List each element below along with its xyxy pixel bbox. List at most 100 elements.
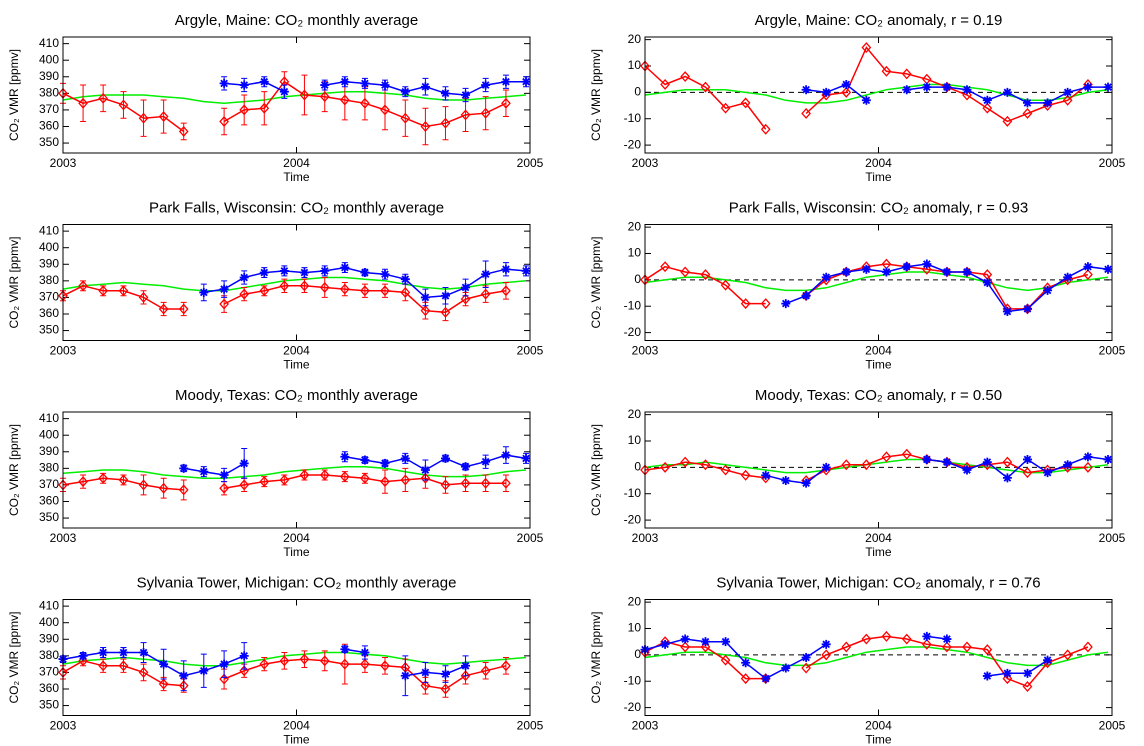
x-axis-label: Time — [865, 733, 892, 746]
asterisk-marker — [781, 663, 791, 673]
error-bar — [381, 657, 388, 675]
asterisk-marker — [861, 264, 871, 274]
asterisk-marker — [700, 637, 710, 647]
error-bar — [160, 477, 167, 499]
error-bar — [261, 91, 268, 126]
asterisk-marker — [1022, 668, 1032, 678]
y-tick-label: 10 — [628, 621, 642, 635]
error-bar — [221, 295, 228, 313]
x-tick-label: 2004 — [865, 719, 892, 733]
chart-title: Moody, Texas: CO₂ anomaly, r = 0.50 — [755, 387, 1002, 404]
diamond-marker — [380, 476, 390, 488]
diamond-marker — [118, 474, 129, 486]
asterisk-marker — [440, 88, 450, 98]
y-tick-label: 20 — [628, 219, 642, 233]
y-tick-label: -20 — [624, 700, 642, 714]
diamond-marker — [339, 471, 350, 483]
asterisk-marker — [420, 667, 430, 677]
asterisk-marker — [1002, 87, 1012, 97]
error-bar — [301, 650, 308, 668]
x-tick-label: 2003 — [50, 344, 77, 358]
y-tick-label: 370 — [39, 477, 59, 491]
asterisk-marker — [680, 634, 690, 644]
diamond-marker — [118, 99, 129, 111]
diamond-marker — [700, 459, 711, 471]
asterisk-marker — [660, 639, 670, 649]
diamond-marker — [219, 116, 229, 127]
error-bar — [482, 661, 489, 680]
error-bar — [442, 106, 449, 141]
diamond-marker — [138, 112, 149, 124]
y-axis-label: CO₂ VMR [ppmv] — [7, 236, 21, 328]
asterisk-marker — [902, 262, 912, 272]
x-tick-label: 2005 — [517, 719, 544, 733]
diamond-marker — [740, 97, 751, 109]
diamond-marker — [760, 298, 771, 310]
chart-title: Argyle, Maine: CO₂ anomaly, r = 0.19 — [755, 12, 1003, 29]
plot-frame — [62, 224, 531, 341]
asterisk-marker — [320, 80, 330, 90]
y-tick-label: 380 — [39, 86, 59, 100]
diamond-marker — [1083, 461, 1093, 473]
x-tick-label: 2004 — [283, 156, 310, 170]
error-bar — [180, 122, 187, 141]
asterisk-marker — [982, 278, 992, 287]
x-axis-label: Time — [283, 170, 310, 184]
diamond-marker — [501, 97, 511, 109]
asterisk-marker — [521, 77, 531, 87]
asterisk-marker — [440, 453, 450, 463]
error-bar — [321, 650, 328, 672]
diamond-marker — [138, 479, 149, 491]
diamond-marker — [78, 476, 88, 488]
diamond-marker — [881, 65, 892, 77]
asterisk-marker — [501, 77, 511, 87]
asterisk-marker — [1103, 82, 1113, 92]
asterisk-marker — [1022, 454, 1032, 464]
error-bar — [301, 74, 308, 116]
asterisk-marker — [199, 287, 209, 297]
error-bar — [402, 99, 409, 137]
diamond-marker — [178, 484, 189, 496]
y-tick-label: 20 — [628, 594, 642, 608]
diamond-marker — [1022, 107, 1033, 119]
asterisk-marker — [1022, 304, 1032, 314]
plot-frame — [62, 36, 531, 154]
y-tick-label: 0 — [634, 460, 641, 474]
y-tick-label: 380 — [39, 461, 59, 475]
y-axis-label: CO₂ VMR [ppmv] — [7, 424, 21, 516]
x-tick-label: 2003 — [632, 531, 659, 545]
error-bar — [482, 474, 489, 493]
diamond-marker — [1083, 641, 1093, 653]
asterisk-marker — [420, 82, 430, 92]
diamond-marker — [1022, 467, 1033, 479]
x-axis-label: Time — [865, 545, 892, 559]
asterisk-marker — [821, 462, 831, 472]
diamond-marker — [420, 680, 431, 692]
asterisk-marker — [380, 80, 390, 90]
error-bar — [100, 84, 107, 113]
y-tick-label: 360 — [39, 681, 59, 695]
diamond-marker — [259, 476, 270, 488]
diamond-marker — [1002, 673, 1013, 685]
diamond-marker — [279, 474, 290, 486]
diamond-marker — [760, 123, 771, 135]
asterisk-marker — [239, 458, 249, 468]
y-tick-label: 390 — [39, 69, 59, 83]
x-axis-label: Time — [865, 358, 892, 372]
diamond-marker — [78, 280, 88, 292]
asterisk-marker — [400, 671, 410, 681]
asterisk-marker — [440, 669, 450, 679]
diamond-marker — [78, 97, 88, 109]
diamond-marker — [1022, 681, 1033, 692]
diamond-marker — [460, 670, 471, 682]
y-tick-label: 350 — [39, 698, 59, 712]
asterisk-marker — [1043, 285, 1053, 295]
diamond-marker — [440, 117, 451, 129]
diamond-marker — [339, 283, 350, 295]
asterisk-marker — [259, 77, 269, 87]
diamond-marker — [901, 68, 912, 80]
diamond-marker — [501, 660, 511, 672]
y-tick-label: 350 — [39, 323, 59, 337]
asterisk-marker — [1063, 87, 1073, 97]
y-tick-label: 0 — [634, 85, 641, 99]
